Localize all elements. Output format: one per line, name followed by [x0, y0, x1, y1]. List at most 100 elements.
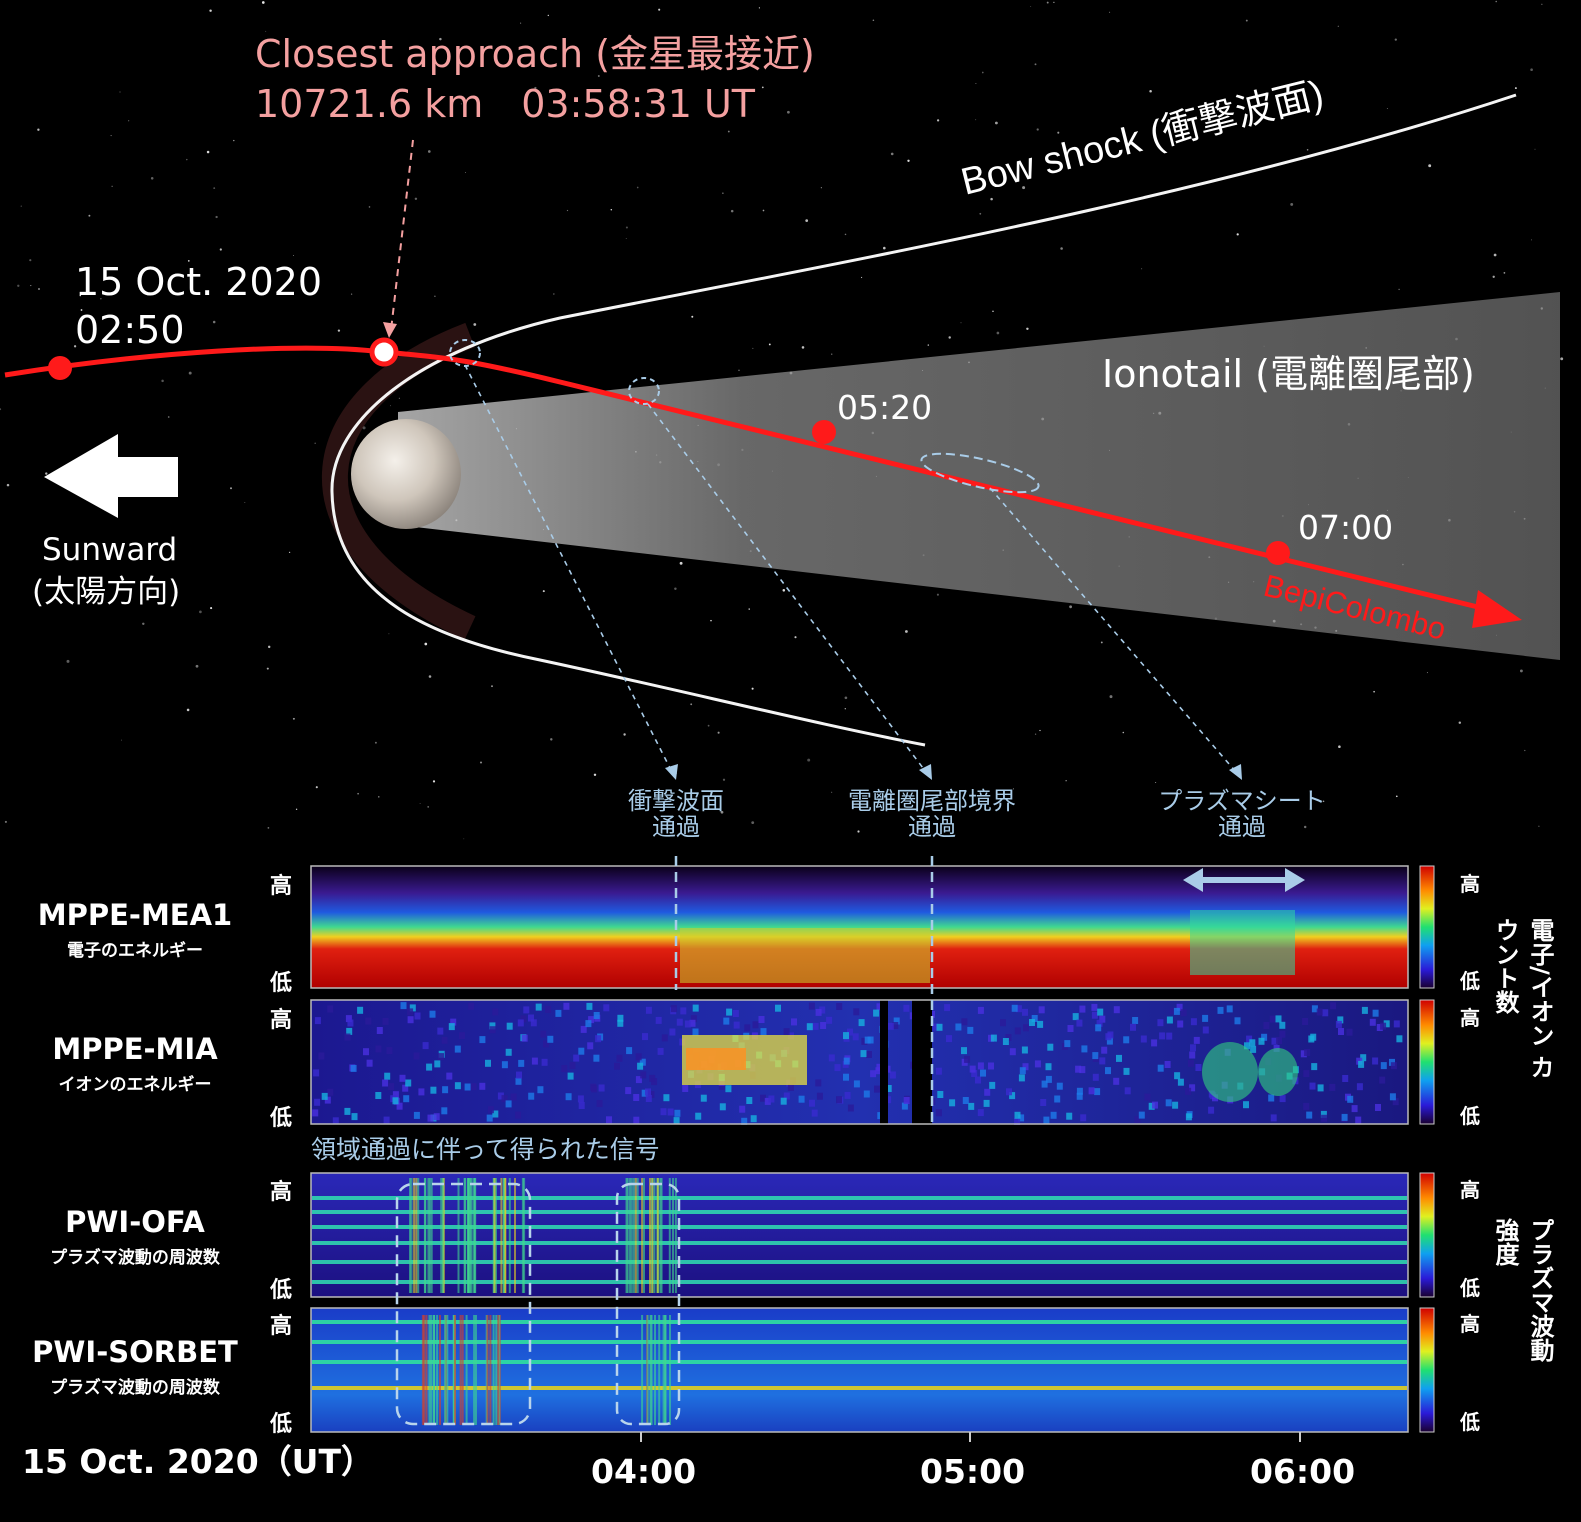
star — [1100, 641, 1103, 644]
sorbet-burst — [430, 1315, 433, 1425]
mia-noise-cell — [1022, 1063, 1029, 1071]
mia-noise-cell — [1151, 1039, 1158, 1047]
mia-noise-cell — [1379, 1076, 1386, 1084]
mia-noise-cell — [648, 1091, 655, 1098]
mia-noise-cell — [975, 1076, 981, 1084]
ofa-burst — [651, 1178, 654, 1293]
mia-noise-cell — [980, 1069, 986, 1077]
mia-noise-cell — [791, 1018, 797, 1026]
star — [434, 295, 436, 297]
mia-noise-cell — [1047, 1043, 1054, 1051]
mia-noise-cell — [892, 1022, 899, 1029]
star — [1053, 1, 1055, 4]
mia-noise-cell — [518, 1059, 525, 1067]
star — [751, 687, 754, 690]
ofa-burst — [410, 1178, 413, 1293]
mia-noise-cell — [663, 1094, 670, 1102]
mia-noise-cell — [949, 1099, 956, 1107]
panel-name-mia: MPPE-MIA — [52, 1032, 218, 1066]
mia-noise-cell — [1113, 1006, 1120, 1014]
mia-noise-cell — [885, 1096, 892, 1104]
mia-noise-cell — [1246, 1035, 1253, 1043]
mia-noise-cell — [388, 1083, 395, 1091]
star — [890, 152, 894, 156]
mia-noise-cell — [1303, 1070, 1310, 1078]
mia-noise-cell — [1226, 1005, 1233, 1013]
star — [314, 442, 316, 445]
star — [1122, 731, 1125, 734]
mia-noise-cell — [816, 1092, 823, 1100]
mia-noise-cell — [1202, 1026, 1209, 1034]
star — [1245, 19, 1248, 22]
ofa-burst — [493, 1178, 496, 1293]
star — [73, 345, 77, 348]
mia-noise-cell — [1099, 1015, 1106, 1023]
mia-noise-cell — [1006, 1088, 1012, 1096]
mia-noise-cell — [1099, 1057, 1106, 1065]
closest-approach-arrow-icon — [383, 322, 397, 338]
mia-noise-cell — [363, 1048, 369, 1056]
mia-noise-cell — [382, 1017, 389, 1025]
mia-low-label: 低 — [269, 1106, 292, 1131]
ofa-burst — [474, 1178, 477, 1293]
star — [1109, 11, 1111, 13]
star — [1560, 357, 1564, 361]
star — [807, 758, 811, 762]
ofa-burst — [415, 1178, 418, 1293]
mia-sheath-core — [686, 1048, 746, 1070]
star — [219, 248, 222, 251]
mia-noise-cell — [528, 1092, 535, 1100]
mia-noise-cell — [887, 1022, 894, 1030]
mia-noise-cell — [1234, 1017, 1241, 1025]
sorbet-burst — [465, 1315, 468, 1425]
ofa-burst — [625, 1178, 628, 1293]
sorbet-burst — [423, 1315, 426, 1425]
mia-noise-cell — [1392, 1098, 1399, 1106]
mia-noise-cell — [645, 1006, 652, 1014]
mia-noise-cell — [1322, 1009, 1329, 1017]
mia-plasma-sheet-feature-1 — [1202, 1042, 1258, 1102]
mia-noise-cell — [479, 1082, 486, 1090]
cb-mea1-low: 低 — [1460, 969, 1480, 993]
star — [378, 796, 380, 798]
star — [1458, 721, 1462, 724]
sorbet-burst — [461, 1315, 464, 1425]
mia-noise-cell — [874, 1085, 880, 1093]
bow-shock-line — [330, 93, 1517, 747]
mia-noise-cell — [690, 1015, 697, 1023]
mia-noise-cell — [809, 1099, 815, 1107]
star — [37, 287, 41, 291]
colorbar-title-particles: 電子/イオン カウント数 — [1491, 918, 1554, 1080]
star — [936, 593, 939, 596]
mia-noise-cell — [591, 1085, 598, 1093]
ofa-burst — [672, 1178, 674, 1293]
star — [424, 642, 428, 646]
star — [186, 708, 190, 712]
mia-noise-cell — [935, 1067, 942, 1075]
mia-noise-cell — [437, 1027, 444, 1035]
star — [292, 717, 295, 720]
star — [1495, 0, 1497, 3]
star — [1039, 729, 1041, 732]
ofa-burst — [668, 1178, 671, 1293]
mia-noise-cell — [1180, 1009, 1187, 1017]
star — [691, 61, 695, 65]
mia-noise-cell — [1321, 1114, 1328, 1122]
star — [547, 14, 549, 17]
star — [658, 8, 661, 11]
star — [210, 607, 213, 610]
mia-noise-cell — [1166, 1032, 1173, 1040]
star — [1493, 253, 1497, 257]
sorbet-high-label: 高 — [269, 1314, 292, 1339]
mia-noise-cell — [407, 1016, 414, 1024]
mia-noise-cell — [1208, 1106, 1215, 1114]
mia-noise-cell — [1106, 1037, 1113, 1045]
mia-noise-cell — [357, 1006, 364, 1014]
star — [1541, 3, 1543, 5]
event-label-ionotail-line2: 通過 — [908, 813, 956, 842]
mia-noise-cell — [1338, 1028, 1344, 1035]
mia-noise-cell — [1376, 1024, 1383, 1031]
mia-noise-cell — [454, 1045, 461, 1053]
star — [995, 121, 998, 125]
mia-noise-cell — [327, 1005, 334, 1013]
